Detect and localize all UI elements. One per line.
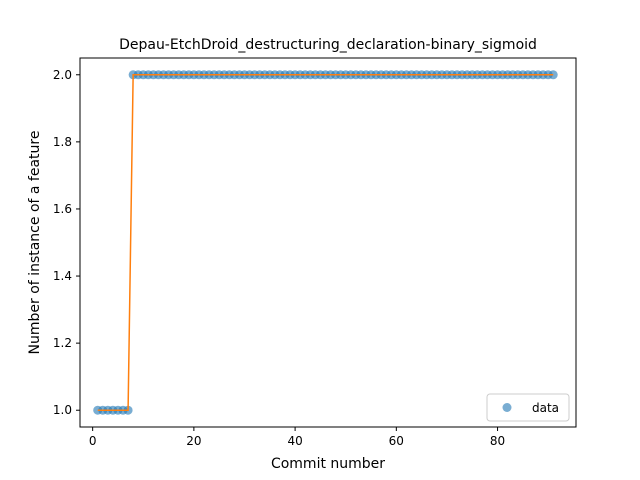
fit-line <box>97 74 554 411</box>
x-tick-label: 0 <box>89 434 97 448</box>
y-tick-label: 1.2 <box>53 336 72 350</box>
plot-frame <box>79 57 577 428</box>
y-axis-ticks: 1.0 1.2 1.4 1.6 1.8 2.0 <box>53 68 80 417</box>
x-axis-label: Commit number <box>271 456 385 472</box>
x-axis-ticks: 0 20 40 60 80 <box>89 427 505 448</box>
y-tick-label: 1.8 <box>53 135 72 149</box>
x-tick-label: 80 <box>490 434 505 448</box>
data-points-layer <box>93 70 558 415</box>
legend-marker-data <box>502 403 512 412</box>
legend: data <box>486 393 570 422</box>
x-tick-label: 60 <box>389 434 404 448</box>
y-tick-label: 1.4 <box>53 269 72 283</box>
legend-box <box>486 393 570 422</box>
fit-line-layer <box>97 74 554 411</box>
legend-label-data: data <box>532 401 559 415</box>
y-tick-label: 1.6 <box>53 202 72 216</box>
x-tick-label: 40 <box>287 434 302 448</box>
y-tick-label: 1.0 <box>53 403 72 417</box>
y-tick-label: 2.0 <box>53 68 72 82</box>
chart-title: Depau-EtchDroid_destructuring_declaratio… <box>119 37 537 53</box>
x-tick-label: 20 <box>186 434 201 448</box>
y-axis-label: Number of instance of a feature <box>27 131 43 355</box>
